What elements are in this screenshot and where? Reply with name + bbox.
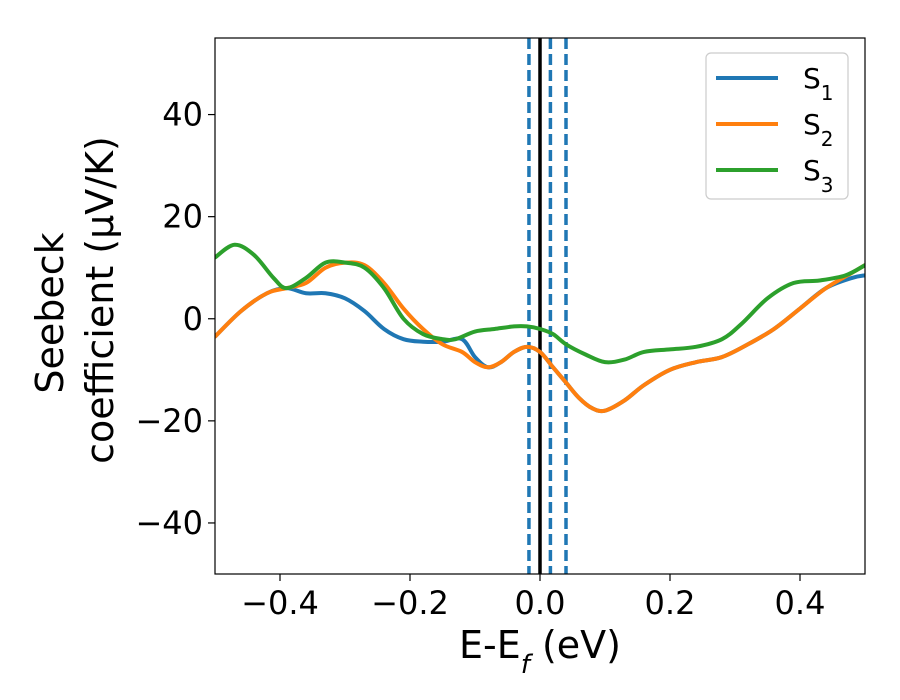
x-tick-label: 0.4 <box>775 584 826 622</box>
y-tick-label: 40 <box>162 96 203 134</box>
x-tick-label: −0.2 <box>371 584 449 622</box>
x-tick-label: −0.4 <box>241 584 319 622</box>
x-axis-label: E-Ef (eV) <box>459 623 621 680</box>
x-tick-label: 0.2 <box>645 584 696 622</box>
legend-label-s1: S1 <box>803 62 834 105</box>
y-tick-label: 0 <box>183 300 203 338</box>
y-axis-ticks: −40 −20 0 20 40 <box>135 96 215 542</box>
y-tick-label: 20 <box>162 198 203 236</box>
y-axis-label-line1: Seebeck <box>28 232 72 393</box>
legend-label-s3: S3 <box>803 154 834 197</box>
legend-label-s2: S2 <box>803 108 834 151</box>
y-tick-label: −20 <box>135 402 203 440</box>
x-axis-ticks: −0.4 −0.2 0.0 0.2 0.4 <box>241 574 825 622</box>
x-tick-label: 0.0 <box>515 584 566 622</box>
y-axis-label-line2: coefficient (μV/K) <box>78 136 122 464</box>
series-line-s3 <box>215 242 865 365</box>
vertical-lines <box>527 38 568 574</box>
series-lines <box>215 242 865 414</box>
y-tick-label: −40 <box>135 504 203 542</box>
